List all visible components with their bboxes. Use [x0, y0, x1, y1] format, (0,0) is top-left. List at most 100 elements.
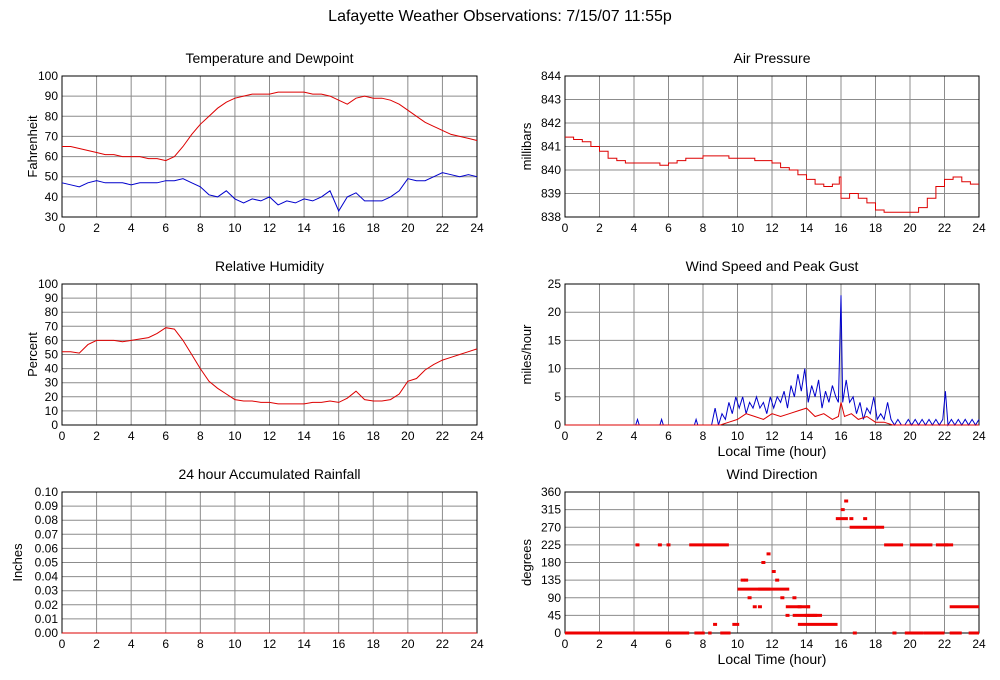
y-tick-label: 838: [541, 210, 561, 224]
x-tick-label: 12: [765, 429, 779, 443]
direction-point: [752, 605, 757, 609]
chart-title: Wind Direction: [726, 466, 817, 482]
y-tick-label: 270: [541, 520, 561, 534]
y-tick-label: 843: [541, 93, 561, 107]
x-tick-label: 14: [297, 637, 311, 651]
pressure-chart: 0 2 4 6 8 10 12 14 16 18 20 22 248388398408418428438…: [519, 50, 986, 235]
x-axis-label: Local Time (hour): [718, 651, 827, 667]
direction-point: [757, 605, 762, 609]
y-tick-label: 45: [548, 608, 562, 622]
chart-title: Wind Speed and Peak Gust: [686, 258, 859, 274]
x-tick-label: 10: [731, 429, 745, 443]
y-tick-label: 0.08: [35, 513, 59, 527]
x-tick-label: 16: [332, 221, 346, 235]
x-tick-label: 2: [93, 221, 100, 235]
wind-series-1-line: [565, 402, 979, 426]
x-tick-label: 14: [297, 221, 311, 235]
y-tick-label: 60: [45, 333, 59, 347]
x-tick-label: 12: [263, 637, 277, 651]
x-tick-label: 6: [162, 637, 169, 651]
direction-point: [657, 543, 662, 547]
x-tick-label: 24: [972, 637, 986, 651]
x-tick-label: 0: [59, 221, 66, 235]
chart-title: 24 hour Accumulated Rainfall: [178, 466, 360, 482]
direction-point: [747, 596, 752, 600]
x-tick-label: 8: [197, 221, 204, 235]
x-tick-label: 22: [436, 429, 450, 443]
direction-point: [849, 517, 854, 521]
direction-point: [892, 631, 897, 635]
y-tick-label: 0: [554, 626, 561, 640]
direction-point: [766, 552, 771, 556]
direction-point: [771, 570, 776, 574]
x-tick-label: 18: [869, 429, 883, 443]
x-tick-label: 4: [128, 429, 135, 443]
x-tick-label: 6: [665, 429, 672, 443]
y-tick-label: 80: [45, 109, 59, 123]
y-tick-label: 841: [541, 140, 561, 154]
direction-point: [744, 578, 749, 582]
y-tick-label: 0: [51, 418, 58, 432]
x-tick-label: 12: [765, 221, 779, 235]
pressure-series-0-line: [565, 136, 979, 213]
y-tick-label: 0: [554, 418, 561, 432]
x-tick-label: 16: [834, 221, 848, 235]
x-tick-label: 10: [228, 429, 242, 443]
x-tick-label: 12: [263, 429, 277, 443]
x-tick-label: 12: [263, 221, 277, 235]
direction-point: [852, 631, 857, 635]
y-axis-label: Percent: [25, 332, 40, 377]
y-tick-label: 315: [541, 503, 561, 517]
x-tick-label: 8: [197, 429, 204, 443]
x-tick-label: 20: [401, 429, 415, 443]
chart-title: Relative Humidity: [215, 258, 324, 274]
x-tick-label: 22: [436, 637, 450, 651]
x-tick-label: 20: [401, 637, 415, 651]
y-tick-label: 135: [541, 573, 561, 587]
direction-point: [666, 543, 671, 547]
x-tick-label: 0: [59, 637, 66, 651]
x-tick-label: 22: [938, 221, 952, 235]
direction-point: [775, 578, 780, 582]
x-tick-label: 6: [665, 637, 672, 651]
temp-series-1-line: [61, 172, 478, 213]
plot-frame: [564, 75, 980, 218]
direction-point: [840, 508, 845, 512]
x-tick-label: 2: [596, 221, 603, 235]
y-tick-label: 225: [541, 538, 561, 552]
x-tick-label: 16: [332, 637, 346, 651]
y-tick-label: 15: [548, 333, 562, 347]
y-tick-label: 0.07: [35, 527, 59, 541]
direction-point: [635, 543, 640, 547]
x-tick-label: 4: [631, 429, 638, 443]
humidity-chart: 0 2 4 6 8 10 12 14 16 18 20 22 240102030405060708090…: [25, 258, 484, 443]
x-axis-label: Local Time (hour): [718, 443, 827, 459]
x-tick-label: 18: [869, 637, 883, 651]
y-tick-label: 842: [541, 116, 561, 130]
y-axis-label: Inches: [10, 543, 25, 582]
temp-chart: 0 2 4 6 8 10 12 14 16 18 20 22 2430405060708090100Te…: [25, 50, 484, 235]
y-axis-label: miles/hour: [519, 324, 534, 385]
x-tick-label: 10: [228, 637, 242, 651]
x-tick-label: 22: [436, 221, 450, 235]
x-tick-label: 6: [162, 429, 169, 443]
x-tick-label: 16: [834, 429, 848, 443]
x-tick-label: 18: [367, 221, 381, 235]
wind-series-0-line: [565, 295, 980, 427]
x-tick-label: 8: [700, 221, 707, 235]
x-tick-label: 24: [972, 221, 986, 235]
direction-point: [740, 578, 745, 582]
y-tick-label: 180: [541, 556, 561, 570]
x-tick-label: 0: [562, 637, 569, 651]
x-tick-label: 4: [128, 637, 135, 651]
plot-frame: [564, 283, 980, 426]
y-tick-label: 0.05: [35, 556, 59, 570]
y-tick-label: 90: [45, 291, 59, 305]
x-tick-label: 20: [401, 221, 415, 235]
y-tick-label: 840: [541, 163, 561, 177]
x-tick-label: 14: [800, 429, 814, 443]
y-tick-label: 10: [548, 362, 562, 376]
y-tick-label: 5: [554, 390, 561, 404]
y-tick-label: 50: [45, 170, 59, 184]
plot-frame: [61, 283, 478, 426]
